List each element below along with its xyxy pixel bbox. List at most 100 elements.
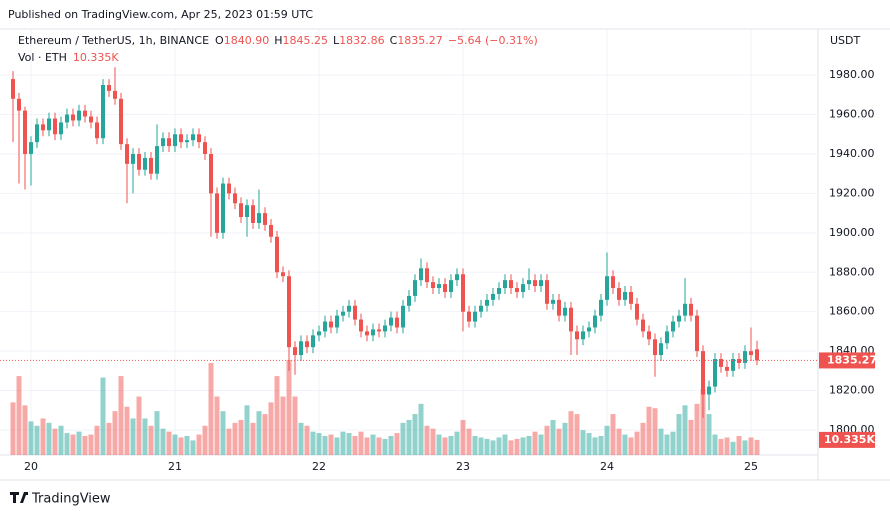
candle-body — [257, 213, 261, 223]
candle-body — [65, 114, 69, 123]
candle-body — [383, 325, 387, 332]
candle-body — [17, 98, 21, 111]
candle-body — [113, 90, 117, 99]
volume-bar — [460, 419, 466, 455]
volume-bar — [106, 422, 112, 455]
candle-body — [221, 183, 225, 233]
x-tick-label: 20 — [24, 460, 38, 473]
volume-bar — [526, 436, 532, 455]
y-tick-label: 1820.00 — [829, 384, 875, 397]
candle-body — [389, 317, 393, 326]
brand: TradingView — [31, 492, 111, 507]
candle-body — [635, 303, 639, 320]
candle-body — [677, 315, 681, 322]
candle-body — [377, 329, 381, 332]
candle-body — [455, 274, 459, 281]
candle-body — [77, 110, 81, 121]
volume-bar — [322, 436, 328, 455]
volume-bar — [10, 402, 16, 455]
volume-bar — [748, 437, 754, 455]
legend-key: O — [215, 34, 224, 47]
volume-bar — [436, 434, 442, 455]
logo — [10, 492, 28, 503]
y-tick-label: 1860.00 — [829, 305, 875, 318]
candle-body — [89, 116, 93, 123]
volume-pane — [10, 360, 760, 455]
volume-bar — [142, 418, 148, 455]
candle-body — [437, 284, 441, 289]
candle-body — [689, 303, 693, 316]
volume-bar — [532, 431, 538, 455]
volume-bar — [76, 431, 82, 455]
x-tick-label: 21 — [168, 460, 182, 473]
candle-body — [509, 280, 513, 289]
volume-bar — [46, 422, 52, 455]
candle-body — [161, 138, 165, 147]
volume-bar — [640, 422, 646, 455]
volume-bar — [298, 422, 304, 455]
volume-bar — [226, 428, 232, 455]
legend-value: 1840.90 — [224, 34, 270, 47]
volume-bar — [520, 437, 526, 455]
volume-bar — [694, 403, 700, 455]
candle-body — [83, 110, 87, 117]
candle-body — [605, 276, 609, 300]
volume-bar — [64, 433, 70, 455]
volume-bar — [652, 408, 658, 455]
volume-bar — [316, 433, 322, 455]
last-volume-tag — [819, 431, 875, 448]
volume-bar — [466, 428, 472, 455]
volume-bar — [310, 431, 316, 455]
candle-body — [173, 134, 177, 147]
candle-body — [203, 142, 207, 154]
candle-body — [695, 315, 699, 352]
volume-bar — [208, 362, 214, 455]
volume-bar — [280, 396, 286, 455]
volume-bar — [514, 438, 520, 455]
candle-body — [449, 280, 453, 292]
volume-bar — [304, 425, 310, 455]
candle-body — [329, 321, 333, 328]
volume-bar — [172, 434, 178, 455]
volume-bar — [130, 418, 136, 455]
volume-bar — [178, 437, 184, 455]
candles — [11, 67, 759, 419]
volume-bar — [184, 436, 190, 455]
candle-body — [713, 358, 717, 387]
volume-bar — [700, 389, 706, 455]
candle-body — [341, 311, 345, 316]
volume-bar — [52, 428, 58, 455]
volume-bar — [742, 440, 748, 455]
candle-body — [425, 268, 429, 283]
candle-body — [539, 280, 543, 287]
volume-bar — [448, 436, 454, 455]
candle-body — [551, 299, 555, 304]
candle-body — [575, 331, 579, 340]
volume-bar — [100, 377, 106, 455]
candle-body — [167, 138, 171, 147]
candle-body — [119, 98, 123, 145]
volume-bar — [568, 411, 574, 455]
volume-bar — [502, 434, 508, 455]
volume-bar — [682, 405, 688, 455]
candle-body — [563, 307, 567, 316]
volume-bar — [418, 403, 424, 455]
candle-body — [215, 193, 219, 233]
volume-bar — [190, 440, 196, 455]
candle-body — [209, 153, 213, 194]
volume-bar — [82, 436, 88, 455]
candle-body — [413, 280, 417, 296]
volume-bar — [562, 422, 568, 455]
volume-bar — [364, 437, 370, 455]
volume-bar — [112, 411, 118, 455]
y-tick-label: 1920.00 — [829, 186, 875, 199]
candle-body — [155, 146, 159, 174]
volume-bar — [370, 434, 376, 455]
volume-bar — [22, 405, 28, 455]
volume-bar — [202, 425, 208, 455]
candle-body — [335, 315, 339, 328]
candle-body — [137, 153, 141, 170]
candle-body — [371, 329, 375, 336]
volume-bar — [490, 440, 496, 455]
candle-body — [287, 276, 291, 348]
